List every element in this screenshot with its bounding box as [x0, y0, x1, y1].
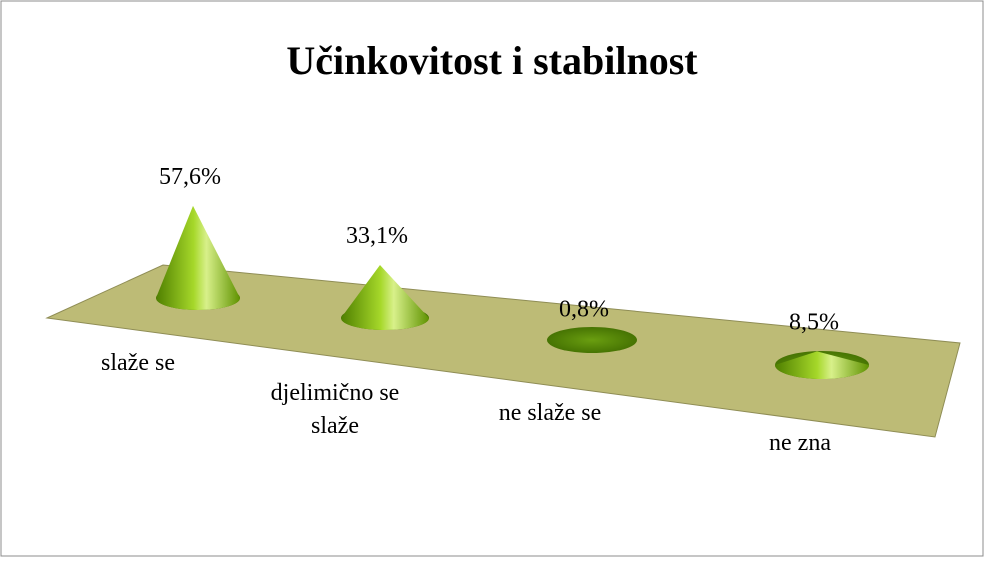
- data-label: 0,8%: [559, 297, 609, 323]
- cone: [775, 351, 869, 379]
- cone-body: [341, 265, 429, 330]
- x-tick-label: ne zna: [769, 430, 831, 456]
- data-label: 57,6%: [159, 164, 221, 190]
- cone-body: [156, 205, 240, 310]
- cone: [156, 205, 240, 310]
- data-label: 33,1%: [346, 223, 408, 249]
- x-tick-label: djelimično se slaže: [271, 380, 400, 439]
- chart-title: Učinkovitost i stabilnost: [286, 38, 698, 83]
- cone: [341, 265, 429, 330]
- x-tick-label: slaže se: [101, 350, 175, 376]
- floor: [45, 264, 961, 438]
- cone: [547, 327, 637, 353]
- x-tick-label-line: djelimično se: [271, 380, 400, 406]
- cone-base: [547, 327, 637, 353]
- cone-body: [775, 351, 869, 379]
- x-tick-label: ne slaže se: [499, 400, 602, 426]
- data-label: 8,5%: [789, 309, 839, 335]
- x-tick-label-line: slaže: [311, 413, 359, 439]
